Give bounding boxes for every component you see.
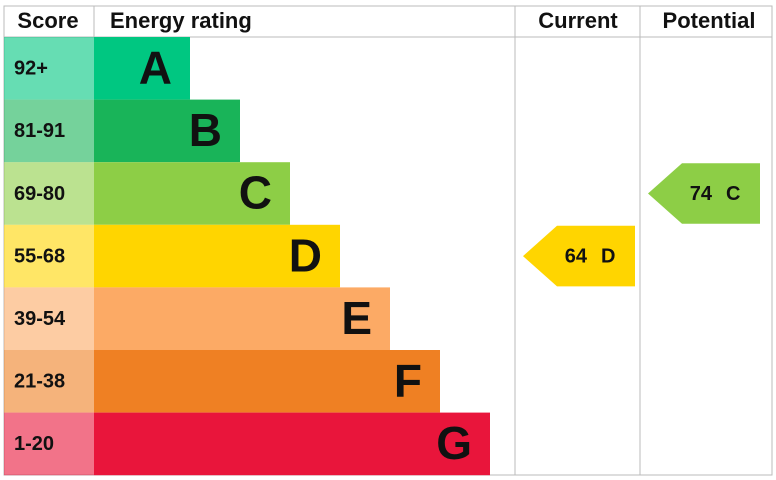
- rating-bar: [94, 412, 490, 476]
- score-label: 21-38: [14, 371, 65, 393]
- rating-letter: A: [139, 41, 172, 93]
- current-letter: D: [601, 245, 615, 267]
- score-cell: [4, 37, 94, 100]
- rating-bar: [94, 162, 290, 225]
- score-cell: [4, 162, 94, 225]
- score-label: 92+: [14, 58, 48, 80]
- score-label: 1-20: [14, 433, 54, 455]
- rating-letter: B: [189, 104, 222, 156]
- score-label: 69-80: [14, 183, 65, 205]
- rating-letter: E: [341, 292, 372, 344]
- score-label: 39-54: [14, 308, 66, 330]
- score-cell: [4, 287, 94, 350]
- rating-letter: G: [436, 417, 472, 469]
- rating-letter: C: [239, 167, 272, 219]
- rating-bar: [94, 350, 440, 413]
- rating-bar: [94, 37, 190, 100]
- score-label: 81-91: [14, 120, 65, 142]
- potential-arrow: [648, 163, 760, 224]
- rating-letter: D: [289, 229, 322, 281]
- current-arrow: [523, 225, 635, 287]
- header-potential: Potential: [663, 8, 756, 33]
- rating-letter: F: [394, 354, 422, 406]
- current-value: 64: [565, 245, 588, 267]
- rating-bar: [94, 224, 340, 288]
- score-label: 55-68: [14, 245, 65, 267]
- score-cell: [4, 99, 94, 163]
- potential-letter: C: [726, 183, 740, 205]
- score-cell: [4, 224, 94, 288]
- potential-value: 74: [690, 183, 713, 205]
- rating-bar: [94, 99, 240, 163]
- header-score: Score: [17, 8, 78, 33]
- header-rating: Energy rating: [110, 8, 252, 33]
- header-current: Current: [538, 8, 618, 33]
- score-cell: [4, 412, 94, 476]
- score-cell: [4, 350, 94, 413]
- rating-bar: [94, 287, 390, 350]
